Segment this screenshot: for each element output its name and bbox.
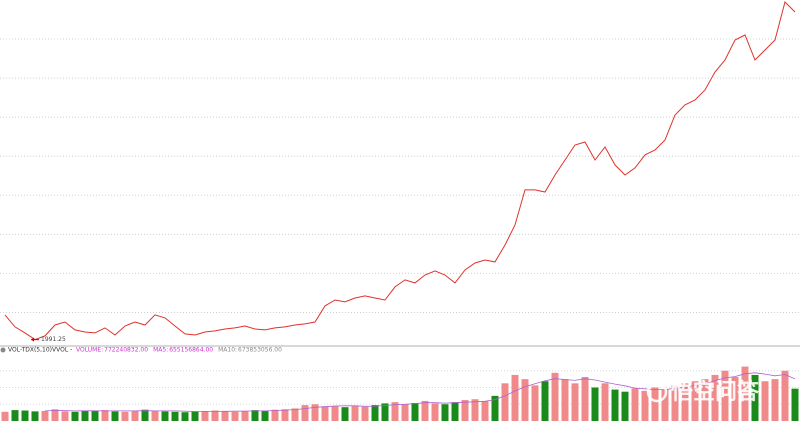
volume-bar bbox=[441, 404, 449, 421]
volume-bar bbox=[731, 377, 739, 421]
volume-bar bbox=[311, 404, 319, 421]
indicator-value: 673853056.00 bbox=[238, 347, 282, 354]
volume-bar bbox=[741, 366, 749, 421]
volume-bar bbox=[201, 410, 209, 421]
volume-bar bbox=[101, 410, 109, 421]
volume-bar bbox=[1, 411, 9, 421]
volume-bar bbox=[761, 381, 769, 421]
volume-bar bbox=[191, 411, 199, 421]
volume-bar bbox=[371, 405, 379, 421]
volume-bar bbox=[591, 387, 599, 421]
volume-bar bbox=[681, 383, 689, 421]
volume-bar bbox=[771, 379, 779, 421]
volume-bar bbox=[661, 389, 669, 421]
volume-bar bbox=[21, 410, 29, 421]
volume-bar bbox=[391, 402, 399, 421]
volume-bar bbox=[31, 411, 39, 421]
volume-bar bbox=[401, 404, 409, 421]
volume-bar bbox=[331, 405, 339, 421]
volume-bar bbox=[271, 409, 279, 421]
watermark: 悟空问答 bbox=[671, 379, 760, 405]
indicator-name: MA10: bbox=[218, 347, 237, 354]
volume-bar bbox=[651, 387, 659, 421]
volume-ma5 bbox=[44, 372, 796, 412]
volume-bar bbox=[461, 400, 469, 421]
volume-bar bbox=[691, 381, 699, 421]
indicator-name: VOLUME: bbox=[76, 347, 103, 354]
volume-bar bbox=[341, 407, 349, 421]
volume-bar bbox=[481, 400, 489, 421]
volume-bar bbox=[531, 385, 539, 421]
volume-bar bbox=[751, 374, 759, 421]
low-marker-head bbox=[31, 337, 34, 342]
volume-bar bbox=[131, 410, 139, 421]
indicator-value: 772240832.00 bbox=[104, 347, 148, 354]
volume-bar bbox=[541, 381, 549, 421]
indicator-icon bbox=[0, 347, 6, 353]
volume-bar bbox=[281, 409, 289, 421]
volume-bar bbox=[301, 405, 309, 421]
volume-bar bbox=[411, 402, 419, 421]
volume-bar bbox=[261, 410, 269, 421]
volume-bar bbox=[451, 402, 459, 421]
volume-bar bbox=[551, 372, 559, 421]
volume-bar bbox=[641, 390, 649, 421]
volume-bar bbox=[611, 389, 619, 421]
volume-bar bbox=[421, 400, 429, 421]
indicator-value: 655156864.00 bbox=[169, 347, 213, 354]
volume-bar bbox=[111, 411, 119, 421]
price-line bbox=[4, 1, 796, 341]
volume-bar bbox=[721, 370, 729, 421]
volume-bar bbox=[361, 406, 369, 421]
volume-bar bbox=[81, 410, 89, 421]
volume-bar bbox=[221, 411, 229, 421]
volume-bar bbox=[381, 403, 389, 421]
indicator-title: VOL-TDX(5,10) bbox=[8, 347, 52, 354]
volume-bar bbox=[241, 410, 249, 421]
volume-bar bbox=[711, 374, 719, 421]
indicator-name: MA5: bbox=[153, 347, 168, 354]
volume-bar bbox=[501, 383, 509, 421]
volume-bar bbox=[671, 385, 679, 421]
volume-bar bbox=[171, 411, 179, 421]
volume-bar bbox=[231, 411, 239, 421]
volume-bar bbox=[511, 374, 519, 421]
volume-bar bbox=[71, 411, 79, 421]
volume-bar bbox=[91, 410, 99, 421]
volume-bar bbox=[51, 409, 59, 421]
volume-bar bbox=[141, 409, 149, 421]
volume-bar bbox=[491, 395, 499, 421]
volume-bar bbox=[431, 403, 439, 421]
volume-bar bbox=[351, 405, 359, 421]
volume-bar bbox=[61, 411, 69, 421]
volume-bar bbox=[121, 411, 129, 421]
volume-bar bbox=[781, 370, 789, 421]
volume-bar bbox=[571, 383, 579, 421]
indicator-subtitle: VVOL - bbox=[52, 347, 72, 354]
volume-bar bbox=[601, 383, 609, 421]
volume-bar bbox=[251, 410, 259, 421]
volume-bar bbox=[521, 379, 529, 421]
volume-bar bbox=[181, 412, 189, 421]
volume-bar bbox=[41, 410, 49, 421]
volume-bar bbox=[471, 399, 479, 421]
volume-bar bbox=[291, 408, 299, 421]
volume-bar bbox=[561, 379, 569, 421]
volume-bar bbox=[211, 410, 219, 421]
volume-bar bbox=[701, 379, 709, 421]
volume-bar bbox=[161, 411, 169, 421]
volume-bar bbox=[621, 391, 629, 421]
volume-bar bbox=[11, 410, 19, 421]
low-label: 1991.25 bbox=[41, 336, 66, 343]
volume-bar bbox=[581, 377, 589, 421]
watermark-icon bbox=[646, 381, 668, 403]
volume-bar bbox=[631, 388, 639, 421]
volume-bar bbox=[791, 388, 799, 421]
volume-bar bbox=[151, 410, 159, 421]
volume-bar bbox=[321, 406, 329, 421]
